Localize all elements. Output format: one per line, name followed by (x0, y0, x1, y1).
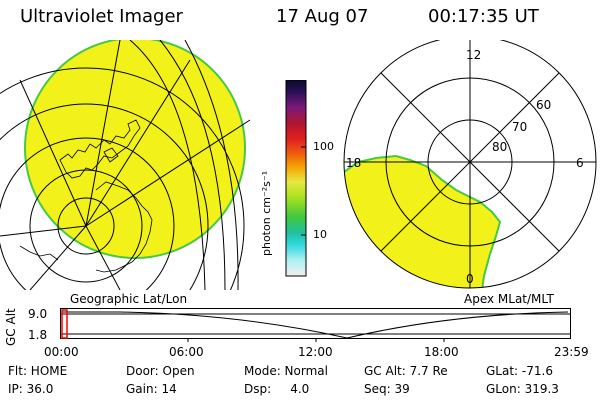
date-label: 17 Aug 07 (276, 6, 369, 27)
alt-x-tick-2359: 23:59 (554, 345, 589, 359)
orbit-altitude-curve (62, 311, 569, 339)
mlat-grid (343, 40, 597, 289)
glon-info: GLon: 319.3 (486, 382, 559, 396)
gain-info: Gain: 14 (126, 382, 177, 396)
door-info: Door: Open (126, 364, 195, 378)
coastline (19, 119, 153, 273)
colorbar-unit-label: photon cm⁻²s⁻¹ (260, 170, 273, 256)
alt-x-tick-0600: 06:00 (169, 345, 204, 359)
mlat-label-60: 60 (536, 98, 552, 112)
alt-x-tick-1200: 12:00 (298, 345, 333, 359)
gc-alt-axis-label: GC Alt (4, 308, 18, 346)
time-label: 00:17:35 UT (428, 6, 539, 27)
aurora-image-region (344, 154, 502, 288)
gc-alt-info: GC Alt: 7.7 Re (364, 364, 448, 378)
alt-y-bottom: 1.8 (28, 328, 48, 342)
dsp-info: Dsp: 4.0 (244, 382, 310, 396)
lat-lon-grid (0, 40, 251, 290)
colorbar-tick-10: 10 (313, 228, 327, 241)
mlat-label-70: 70 (512, 120, 528, 134)
aurora-image-disk (24, 40, 246, 259)
geographic-panel-label: Geographic Lat/Lon (70, 292, 188, 306)
time-cursor (61, 309, 68, 339)
apex-panel-label: Apex MLat/MLT (464, 292, 554, 306)
geographic-map (0, 40, 251, 290)
colorbar-tick-100: 100 (313, 140, 334, 153)
alt-y-top: 9.0 (28, 307, 48, 321)
mlt-label-12: 12 (466, 48, 482, 62)
colorbar (285, 80, 307, 277)
mlt-label-0: 0 (466, 272, 474, 286)
mlat-label-80: 80 (492, 140, 508, 154)
altitude-strip-plot (60, 308, 571, 342)
ip-info: IP: 36.0 (8, 382, 54, 396)
mlt-label-6: 6 (576, 156, 584, 170)
alt-x-tick-0000: 00:00 (44, 345, 79, 359)
flight-info: Flt: HOME (8, 364, 68, 378)
glat-info: GLat: -71.6 (486, 364, 553, 378)
mlt-label-18: 18 (346, 156, 362, 170)
seq-info: Seq: 39 (364, 382, 410, 396)
mlt-polar-plot (343, 40, 597, 289)
mode-info: Mode: Normal (244, 364, 328, 378)
alt-x-tick-1800: 18:00 (424, 345, 459, 359)
instrument-title: Ultraviolet Imager (20, 6, 183, 27)
